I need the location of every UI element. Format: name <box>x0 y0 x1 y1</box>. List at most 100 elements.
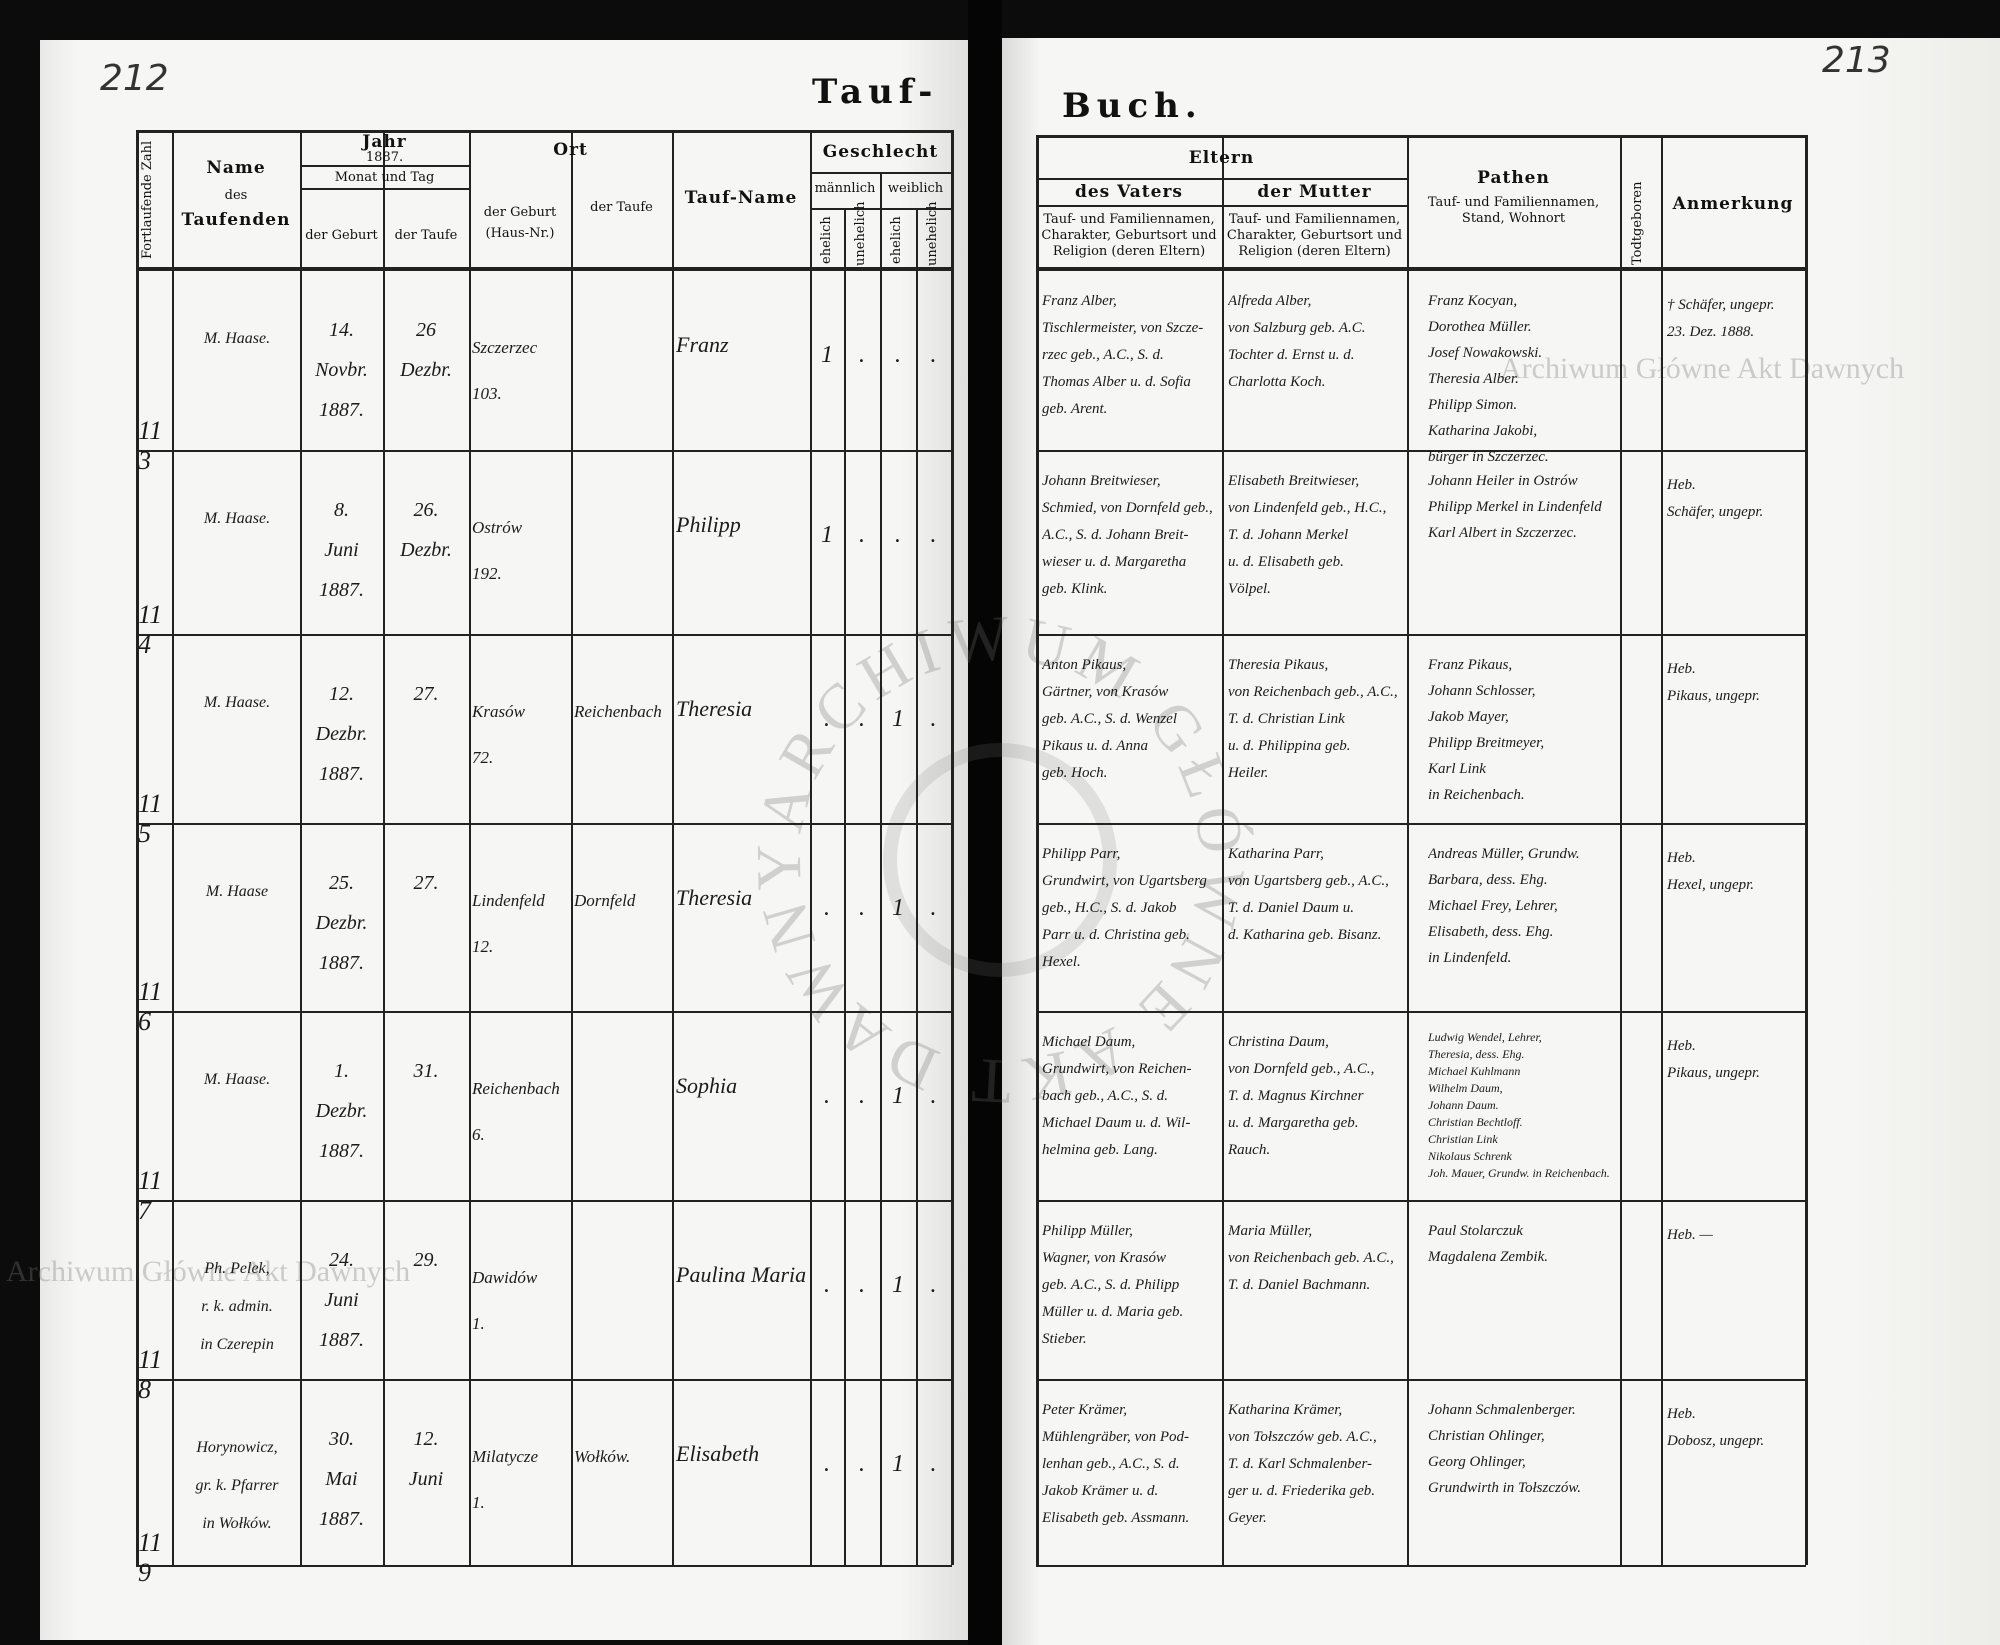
entry-father-line: Müller u. d. Maria geb. <box>1042 1304 1184 1320</box>
entry-remark-line: Hexel, ungepr. <box>1667 877 1755 893</box>
header-jahr-value: 1887. <box>365 150 404 165</box>
entry-birth-date-line: 1887. <box>319 763 364 785</box>
entry-birth-date: 1. Dezbr. 1887. <box>302 1051 381 1171</box>
entry-father-line: Mühlengräber, von Pod- <box>1042 1429 1190 1445</box>
entry-sex-mark: . <box>846 1081 878 1111</box>
entry-birth-date-line: 8. <box>334 499 349 521</box>
entry-number: 113 <box>138 416 170 476</box>
entry-baptism-place-line: Reichenbach <box>574 702 662 721</box>
column-line <box>571 130 573 1565</box>
entry-number-line: 114 <box>138 600 163 659</box>
header-vater-desc: Tauf- und Familiennamen, Charakter, Gebu… <box>1041 212 1217 259</box>
header-ehelich: ehelich <box>889 216 904 264</box>
entry-godparents-line: Philipp Simon. <box>1428 397 1518 413</box>
header-pathen: Pathen <box>1477 168 1550 188</box>
entry-sex-mark: . <box>918 893 949 923</box>
row-line <box>136 1200 952 1202</box>
entry-number-line: 115 <box>138 789 163 848</box>
entry-baptismal-name-line: Elisabeth <box>676 1441 760 1466</box>
entry-mother: Theresia Pikaus, von Reichenbach geb., A.… <box>1228 652 1403 787</box>
entry-sex-mark-line: 1 <box>892 1272 904 1298</box>
title-left: Tauf- <box>812 72 939 112</box>
entry-birth-date-line: Dezbr. <box>315 1100 368 1122</box>
entry-sex-mark: . <box>846 340 878 370</box>
entry-godparents-line: Johann Heiler in Ostrów <box>1428 473 1578 489</box>
entry-remark-line: Heb. <box>1667 477 1696 493</box>
entry-sex-mark-line: . <box>930 1451 937 1477</box>
entry-sex-mark-line: . <box>824 1083 830 1109</box>
entry-mother-line: von Tołszczów geb. A.C., <box>1228 1429 1377 1445</box>
page-number-right: 213 <box>1822 40 1891 81</box>
entry-godparents-line: Christian Bechtloff. <box>1428 1115 1523 1129</box>
entry-father-line: Thomas Alber u. d. Sofia <box>1042 374 1191 390</box>
entry-father-line: lenhan geb., A.C., S. d. <box>1042 1456 1180 1472</box>
entry-remark: Heb. Pikaus, ungepr. <box>1667 656 1801 710</box>
entry-sex-mark-line: . <box>859 1451 865 1477</box>
entry-name-line: Ph. Pelek, <box>204 1260 270 1277</box>
entry-mother: Katharina Parr, von Ugartsberg geb., A.C.… <box>1228 841 1403 949</box>
entry-godparents-line: Paul Stolarczuk <box>1428 1223 1523 1239</box>
row-line <box>136 450 952 452</box>
entry-sex-mark: . <box>918 1449 949 1479</box>
entry-father-line: geb. Klink. <box>1042 581 1108 597</box>
entry-sex-mark-line: . <box>859 895 865 921</box>
entry-sex-mark-line: . <box>824 1272 830 1298</box>
entry-remark: Heb. Schäfer, ungepr. <box>1667 472 1801 526</box>
table-bottom-border <box>136 1565 952 1567</box>
entry-name-line: M. Haase. <box>203 1071 271 1088</box>
entry-sex-mark-line: . <box>824 895 830 921</box>
page-number-left: 212 <box>100 58 169 99</box>
entry-birth-date-line: Juni <box>324 1289 359 1311</box>
entry-mother-line: Katharina Krämer, <box>1228 1402 1343 1418</box>
entry-baptismal-name: Sophia <box>676 1071 807 1101</box>
header-vater: des Vaters <box>1074 182 1184 202</box>
entry-name-line: M. Haase. <box>203 694 271 711</box>
entry-mother-line: von Reichenbach geb. A.C., <box>1228 1250 1394 1266</box>
entry-father-line: Jakob Krämer u. d. <box>1042 1483 1159 1499</box>
entry-godparents-line: Ludwig Wendel, Lehrer, <box>1428 1030 1542 1044</box>
entry-mother-line: Geyer. <box>1228 1510 1267 1526</box>
entry-mother-line: d. Katharina geb. Bisanz. <box>1228 927 1382 943</box>
entry-sex-mark-line: . <box>895 522 901 548</box>
header-name: Name <box>206 158 266 178</box>
entry-remark: Heb. Hexel, ungepr. <box>1667 845 1801 899</box>
header-ort-hausnr: (Haus-Nr.) <box>485 226 555 241</box>
entry-father-line: geb. Hoch. <box>1042 765 1108 781</box>
entry-sex-mark: . <box>846 520 878 550</box>
row-line <box>136 823 952 825</box>
entry-birth-date-line: Novbr. <box>315 359 368 381</box>
entry-baptismal-name: Franz <box>676 330 807 360</box>
entry-father: Philipp Müller, Wagner, von Krasów geb. A.… <box>1042 1218 1218 1353</box>
entry-remark: Heb. — <box>1667 1222 1801 1249</box>
entry-godparents-line: Karl Albert in Szczerzec. <box>1428 525 1577 541</box>
entry-birth-place: Reichenbach 6. <box>472 1066 568 1158</box>
entry-sex-mark: . <box>846 893 878 923</box>
entry-sex-mark-line: . <box>930 342 937 368</box>
entry-mother: Maria Müller, von Reichenbach geb. A.C., T… <box>1228 1218 1403 1299</box>
column-line <box>469 130 471 1565</box>
column-line <box>172 130 174 1565</box>
entry-baptismal-name-line: Franz <box>676 332 729 357</box>
entry-baptism-date: 26 Dezbr. <box>385 310 467 390</box>
entry-birth-date-line: 12. <box>329 683 354 705</box>
entry-sex-mark-line: . <box>824 1451 830 1477</box>
entry-godparents-line: Dorothea Müller. <box>1428 319 1532 335</box>
header-monat-tag: Monat und Tag <box>334 170 435 185</box>
entry-godparents: Andreas Müller, Grundw. Barbara, dess. Eh… <box>1428 841 1616 971</box>
entry-mother-line: von Reichenbach geb., A.C., <box>1228 684 1398 700</box>
entry-remark: Heb. Pikaus, ungepr. <box>1667 1033 1801 1087</box>
entry-sex-mark: . <box>882 340 914 370</box>
entry-baptism-place-line: Wołków. <box>574 1447 631 1466</box>
left-page <box>40 40 975 1640</box>
entry-number-line: 119 <box>138 1528 163 1587</box>
entry-mother-line: von Salzburg geb. A.C. <box>1228 320 1366 336</box>
entry-godparents-line: Magdalena Zembik. <box>1428 1249 1548 1265</box>
header-der-geburt: der Geburt <box>305 228 378 243</box>
entry-remark-line: 23. Dez. 1888. <box>1667 324 1755 340</box>
entry-baptism-date-line: Dezbr. <box>400 359 452 381</box>
entry-father-line: Johann Breitwieser, <box>1042 473 1161 489</box>
entry-father-line: wieser u. d. Margaretha <box>1042 554 1187 570</box>
entry-father-line: Hexel. <box>1042 954 1081 970</box>
row-line <box>136 1011 952 1013</box>
entry-godparents-line: Jakob Mayer, <box>1428 709 1509 725</box>
